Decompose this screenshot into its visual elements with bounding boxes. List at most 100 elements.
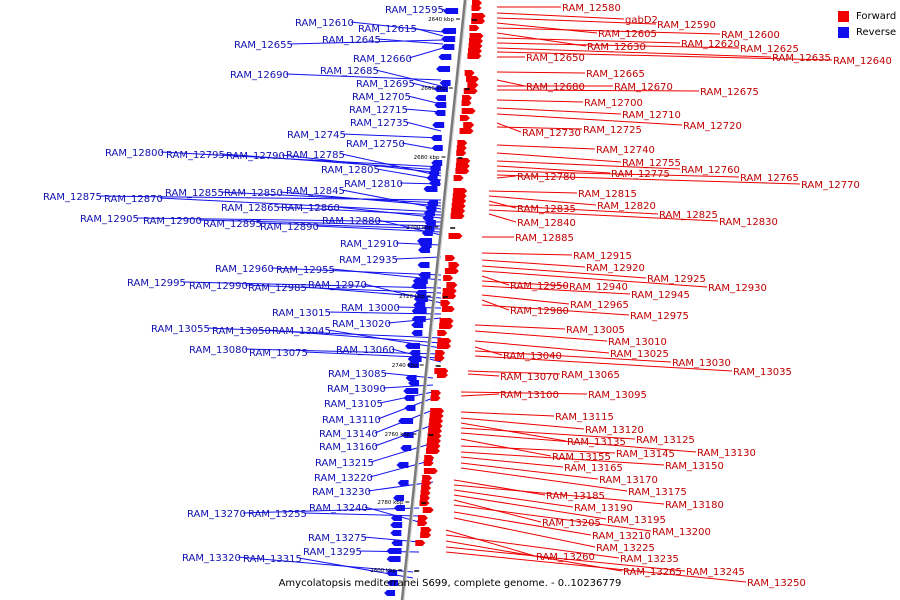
forward-gene-arrow — [442, 288, 457, 294]
forward-gene-label: RAM_13250 — [747, 578, 806, 589]
reverse-gene-label: RAM_13055 — [151, 324, 210, 335]
reverse-gene-line — [182, 281, 442, 289]
forward-gene-line — [496, 107, 622, 115]
genome-caption: Amycolatopsis mediterranei S699, complet… — [278, 578, 622, 589]
forward-gene-arrow — [420, 495, 431, 501]
forward-gene-label: RAM_12600 — [721, 30, 780, 41]
reverse-gene-label: RAM_13315 — [243, 554, 302, 565]
reverse-gene-line — [350, 21, 444, 33]
forward-gene-label: RAM_12780 — [517, 172, 576, 183]
forward-gene-label: RAM_12940 — [569, 282, 628, 293]
reverse-gene-line — [408, 47, 444, 59]
forward-gene-line — [496, 144, 596, 150]
forward-gene-arrow — [457, 140, 468, 146]
forward-gene-line — [488, 209, 719, 222]
forward-gene-label: RAM_12920 — [586, 263, 645, 274]
legend-item-reverse: Reverse — [838, 24, 898, 40]
forward-gene-arrow — [469, 25, 480, 31]
forward-gene-line — [488, 213, 517, 223]
reverse-gene-label: RAM_12970 — [308, 280, 367, 291]
forward-gene-arrow — [448, 262, 460, 268]
reverse-gene-arrow — [434, 110, 446, 116]
forward-gene-arrow — [436, 343, 451, 349]
reverse-gene-label: RAM_13020 — [332, 319, 391, 330]
forward-gene-arrow — [472, 0, 482, 6]
forward-gene-arrow — [467, 53, 482, 59]
forward-gene-arrow — [459, 115, 470, 121]
reverse-gene-label: RAM_13085 — [328, 369, 387, 380]
forward-gene-label: RAM_13260 — [536, 552, 595, 563]
reverse-gene-line — [377, 38, 444, 45]
forward-gene-label: RAM_13170 — [599, 475, 658, 486]
reverse-gene-arrow — [384, 590, 396, 596]
forward-gene-arrow — [427, 438, 442, 444]
forward-gene-label: RAM_13235 — [620, 554, 679, 565]
forward-gene-arrow — [451, 203, 466, 209]
reverse-gene-line — [369, 459, 434, 478]
forward-gene-label: RAM_12930 — [708, 283, 767, 294]
forward-gene-arrow — [450, 213, 465, 219]
forward-gene-line — [474, 324, 566, 330]
forward-gene-arrow — [453, 188, 468, 194]
forward-gene-arrow — [437, 338, 452, 344]
forward-gene-label: RAM_12975 — [630, 311, 689, 322]
reverse-gene-label: RAM_13075 — [249, 348, 308, 359]
forward-gene-label: RAM_13005 — [566, 325, 625, 336]
forward-gene-label: RAM_12820 — [597, 201, 656, 212]
forward-gene-label: RAM_13175 — [628, 487, 687, 498]
forward-gene-label: RAM_12580 — [562, 3, 621, 14]
forward-gene-label: RAM_12885 — [515, 233, 574, 244]
forward-gene-line — [453, 494, 607, 520]
reverse-gene-arrow — [407, 356, 422, 362]
forward-gene-line — [481, 294, 570, 305]
forward-gene-label: RAM_12725 — [583, 125, 642, 136]
reverse-gene-label: RAM_13060 — [336, 345, 395, 356]
forward-gene-label: RAM_12945 — [631, 290, 690, 301]
forward-gene-arrow — [467, 48, 482, 54]
reverse-gene-arrow — [423, 210, 435, 216]
forward-gene-label: RAM_12830 — [719, 217, 778, 228]
reverse-gene-arrow — [397, 480, 409, 486]
forward-gene-label: RAM_12825 — [659, 210, 718, 221]
reverse-gene-label: RAM_12880 — [322, 216, 381, 227]
reverse-gene-label: RAM_12715 — [349, 105, 408, 116]
reverse-gene-arrow — [433, 86, 448, 92]
forward-gene-label: RAM_13200 — [652, 527, 711, 538]
forward-gene-label: RAM_12635 — [772, 53, 831, 64]
forward-gene-line — [496, 42, 740, 49]
forward-gene-line — [496, 37, 681, 44]
reverse-gene-arrow — [408, 380, 420, 386]
forward-gene-line — [496, 17, 657, 25]
forward-gene-arrow — [422, 507, 434, 513]
forward-gene-arrow — [423, 460, 434, 466]
reverse-gene-label: RAM_13215 — [315, 458, 374, 469]
forward-gene-label: RAM_13225 — [596, 543, 655, 554]
forward-gene-arrow — [456, 145, 467, 151]
forward-gene-arrow — [417, 520, 428, 526]
forward-gene-line — [496, 51, 833, 61]
forward-gene-arrow — [455, 163, 470, 169]
reverse-gene-arrow — [404, 343, 420, 349]
reverse-gene-label: RAM_13050 — [212, 326, 271, 337]
forward-gene-label: RAM_13120 — [585, 425, 644, 436]
forward-gene-label: RAM_13145 — [616, 449, 675, 460]
forward-gene-arrow — [425, 448, 440, 454]
forward-gene-arrow — [430, 395, 441, 401]
reverse-gene-line — [159, 197, 442, 213]
forward-gene-label: RAM_13130 — [697, 448, 756, 459]
reverse-gene-line — [413, 27, 444, 37]
forward-gene-line — [496, 160, 681, 170]
reverse-gene-label: RAM_13160 — [319, 442, 378, 453]
forward-gene-line — [488, 200, 517, 209]
forward-gene-line — [460, 427, 636, 440]
reverse-gene-label: RAM_12790 — [226, 151, 285, 162]
reverse-gene-label: RAM_12750 — [346, 139, 405, 150]
reverse-gene-arrow — [427, 200, 438, 206]
forward-gene-arrow — [424, 455, 435, 461]
reverse-gene-line — [404, 108, 442, 113]
reverse-gene-arrow — [429, 180, 441, 186]
legend-label: Forward — [856, 10, 897, 22]
forward-gene-arrow — [451, 208, 466, 214]
forward-gene-line — [496, 71, 586, 74]
